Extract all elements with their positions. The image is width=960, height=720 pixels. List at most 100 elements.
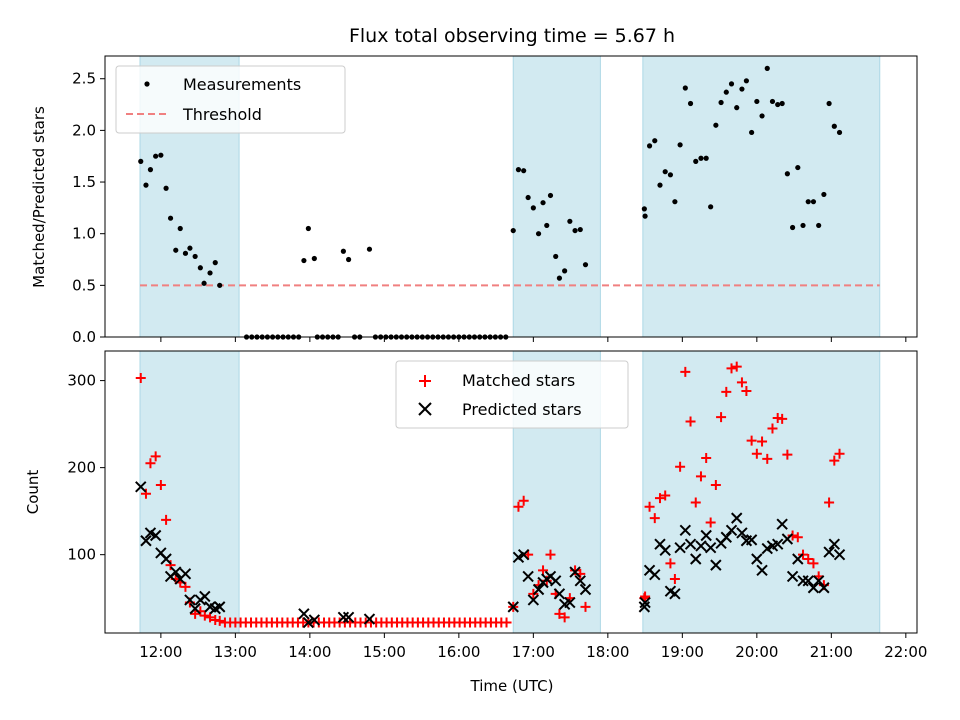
- predicted-star-point: [756, 564, 768, 577]
- chart-title: Flux total observing time = 5.67 h: [349, 25, 675, 47]
- measurement-point: [212, 260, 218, 266]
- measurement-point: [530, 205, 536, 211]
- measurement-point: [366, 246, 373, 252]
- bottom-legend: Matched stars Predicted stars: [395, 360, 629, 429]
- predicted-star-point: [776, 518, 788, 530]
- measurement-point: [662, 169, 668, 175]
- matched-star-point: [726, 363, 737, 374]
- predicted-star-point: [189, 602, 201, 615]
- top-y-tick-label: 1.0: [72, 225, 96, 243]
- measurement-point: [572, 227, 578, 234]
- predicted-star-point: [532, 583, 545, 596]
- measurement-point: [800, 222, 806, 229]
- predicted-star-point: [781, 533, 794, 545]
- predicted-star-point: [720, 531, 732, 543]
- predicted-star-point: [135, 481, 147, 493]
- measurement-point: [301, 257, 307, 264]
- matched-star-point: [665, 558, 676, 569]
- matched-star-point: [716, 412, 727, 423]
- measurement-point: [430, 334, 436, 340]
- measurement-point: [521, 168, 527, 174]
- measurement-point: [515, 167, 522, 173]
- measurement-point: [153, 153, 159, 159]
- predicted-star-point: [140, 535, 152, 547]
- measurement-point: [207, 270, 213, 276]
- bottom-shaded-interval: [642, 350, 881, 634]
- measurement-point: [728, 81, 735, 87]
- x-tick-label: 15:00: [363, 643, 406, 661]
- measurement-point: [330, 334, 336, 340]
- measurement-point: [477, 334, 483, 340]
- top-shaded-interval: [642, 55, 881, 338]
- predicted-star-point: [828, 538, 841, 550]
- measurement-point: [775, 101, 781, 108]
- matched-star-point: [150, 451, 161, 462]
- matched-star-point: [824, 497, 835, 508]
- matched-star-point: [829, 455, 840, 466]
- matched-star-point: [155, 480, 166, 491]
- measurement-point: [285, 334, 291, 340]
- measurement-point: [383, 334, 389, 340]
- x-tick-label: 18:00: [586, 643, 629, 661]
- predicted-star-point: [797, 575, 809, 587]
- matched-star-point: [680, 366, 691, 377]
- legend-measurements-marker: [144, 81, 150, 87]
- measurement-point: [187, 245, 193, 251]
- bottom-y-tick-label: 100: [67, 546, 96, 564]
- predicted-star-point: [818, 582, 830, 594]
- measurement-point: [503, 334, 509, 340]
- measurement-point: [419, 334, 425, 340]
- measurement-point: [147, 167, 154, 173]
- predicted-star-point: [337, 611, 350, 624]
- predicted-star-point: [522, 570, 534, 583]
- matched-star-point: [545, 549, 556, 560]
- predicted-star-point: [308, 614, 321, 626]
- predicted-star-point: [549, 575, 562, 587]
- predicted-star-point: [569, 566, 581, 578]
- measurement-point: [698, 155, 704, 161]
- matched-star-point: [736, 377, 747, 388]
- measurement-point: [641, 206, 647, 212]
- measurement-point: [158, 152, 164, 158]
- predicted-star-point: [669, 588, 681, 600]
- matched-star-point: [675, 461, 686, 472]
- measurement-point: [461, 334, 467, 340]
- measurement-point: [497, 334, 504, 340]
- top-legend-frame: [115, 65, 346, 134]
- top-y-tick-label: 2.5: [72, 70, 96, 88]
- bottom-shaded-interval: [139, 350, 240, 634]
- matched-star-point: [746, 435, 757, 446]
- measurement-point: [201, 280, 207, 286]
- matched-star-point: [741, 386, 752, 397]
- matched-star-point: [518, 495, 529, 506]
- measurement-point: [682, 85, 688, 91]
- matched-star-point: [705, 517, 716, 528]
- measurement-point: [398, 334, 405, 340]
- bottom-y-tick-label: 200: [67, 459, 96, 477]
- measurement-point: [305, 225, 311, 232]
- measurement-point: [270, 334, 276, 340]
- x-tick-label: 22:00: [884, 643, 927, 661]
- legend-matched-marker: [419, 375, 431, 387]
- measurement-point: [182, 250, 189, 256]
- measurement-point: [723, 89, 729, 95]
- matched-star-point: [777, 413, 788, 424]
- predicted-star-point: [564, 596, 576, 609]
- measurement-point: [525, 194, 531, 201]
- measurement-point: [414, 334, 420, 340]
- measurement-point: [340, 248, 346, 254]
- measurement-point: [749, 129, 755, 136]
- predicted-star-point: [574, 575, 586, 587]
- measurement-point: [510, 227, 516, 234]
- legend-matched-label: Matched stars: [462, 371, 575, 390]
- matched-star-point: [580, 601, 591, 612]
- matched-star-point: [834, 448, 845, 459]
- measurement-point: [836, 129, 843, 136]
- matched-star-point: [710, 480, 721, 491]
- predicted-star-point: [527, 594, 540, 606]
- measurement-point: [138, 158, 144, 164]
- matched-star-point: [767, 423, 778, 434]
- measurement-point: [779, 100, 785, 107]
- measurement-point: [388, 334, 394, 340]
